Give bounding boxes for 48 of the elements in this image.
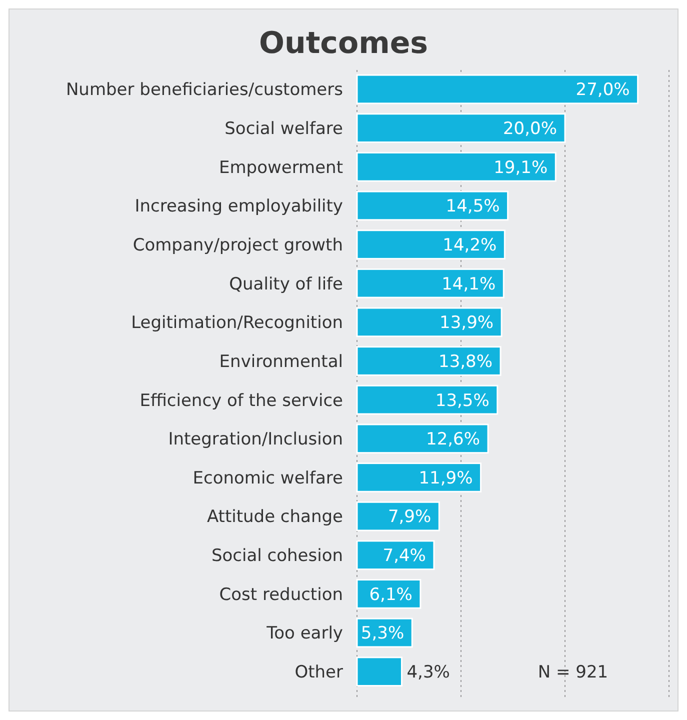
chart-title: Outcomes	[258, 26, 428, 61]
y-tick-label: Attitude change	[206, 507, 343, 528]
bar	[356, 230, 506, 260]
data-label: 6,1%	[369, 584, 412, 605]
y-tick-label: Number beneficiaries/customers	[66, 80, 344, 100]
y-tick-label: Empowerment	[218, 158, 344, 178]
bar	[356, 307, 502, 338]
data-label: 5,3%	[360, 624, 404, 644]
data-label: 4,3%	[406, 662, 450, 683]
data-label: 12,6%	[426, 430, 480, 450]
bar	[356, 656, 402, 687]
bar	[356, 384, 498, 415]
y-tick-label: Social welfare	[224, 118, 343, 139]
y-tick-label: Too early	[266, 624, 343, 644]
y-tick-label: Social cohesion	[211, 546, 343, 566]
y-tick-label: Environmental	[219, 352, 343, 372]
bar	[356, 152, 556, 182]
y-tick-label: Cost reduction	[219, 584, 343, 605]
annotation: N = 921	[538, 662, 608, 683]
y-tick-label: Economic welfare	[192, 468, 343, 488]
y-tick-label: Increasing employability	[134, 196, 343, 217]
bar	[356, 540, 435, 570]
bar	[356, 424, 489, 454]
data-label: 13,9%	[440, 313, 494, 334]
bar	[356, 190, 509, 221]
bar	[356, 113, 566, 143]
data-label: 20,0%	[502, 118, 557, 139]
y-tick-label: Quality of life	[229, 274, 343, 294]
data-label: 14,2%	[442, 235, 497, 256]
data-label: 13,5%	[435, 390, 490, 411]
bar	[356, 501, 440, 532]
data-label: 7,4%	[382, 546, 426, 566]
data-label: 13,8%	[438, 352, 493, 372]
data-label: 27,0%	[576, 80, 630, 100]
y-tick-label: Legitimation/Recognition	[131, 313, 343, 334]
bar	[356, 74, 639, 104]
data-label: 11,9%	[418, 468, 473, 488]
y-tick-label: Other	[294, 662, 343, 683]
bar	[356, 268, 504, 298]
y-tick-label: Company/project growth	[132, 235, 343, 256]
data-label: 14,5%	[446, 196, 500, 217]
data-label: 14,1%	[442, 274, 496, 294]
data-label: 19,1%	[494, 158, 548, 178]
bar	[356, 346, 502, 376]
y-tick-label: Integration/Inclusion	[168, 430, 343, 450]
data-label: 7,9%	[388, 507, 432, 528]
y-tick-label: Efficiency of the service	[140, 390, 343, 411]
bar	[356, 462, 482, 492]
